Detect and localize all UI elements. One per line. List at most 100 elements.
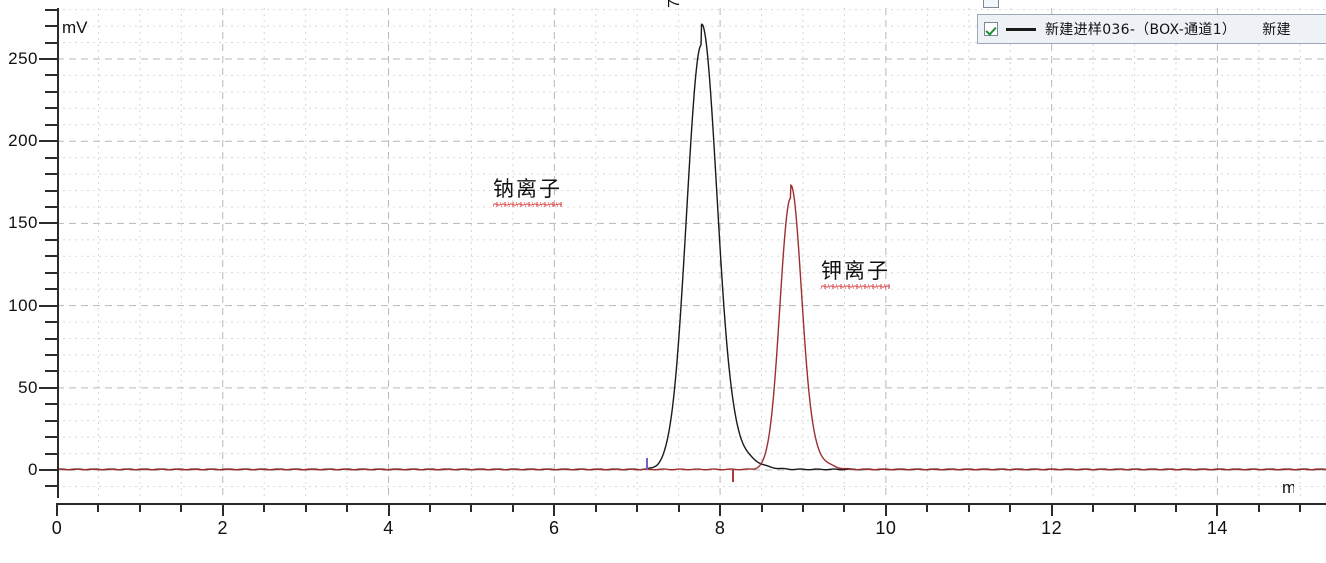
x-tick-major (1216, 503, 1219, 516)
y-tick-major (39, 469, 57, 472)
x-tick-label: 4 (383, 518, 394, 538)
x-tick-minor (470, 503, 473, 512)
trace-1 (57, 185, 1326, 470)
spellcheck-underline (493, 202, 562, 207)
y-tick-minor (45, 107, 57, 110)
x-tick-minor (801, 503, 804, 512)
y-tick-label: 0 (28, 460, 38, 480)
x-tick-major (719, 503, 722, 516)
x-tick-label: 2 (217, 518, 229, 538)
y-tick-label: 150 (8, 213, 38, 233)
legend-checkbox-above[interactable] (983, 0, 999, 8)
x-tick-minor (428, 503, 431, 512)
y-tick-label: 50 (18, 377, 38, 397)
y-tick-minor (45, 271, 57, 274)
x-tick-minor (511, 503, 514, 512)
legend-label-second: 新建 (1262, 22, 1291, 38)
spellcheck-underline (821, 284, 890, 289)
x-tick-minor (304, 503, 307, 512)
y-tick-minor (45, 205, 57, 208)
x-tick-label: 14 (1206, 518, 1228, 538)
y-tick-minor (45, 123, 57, 126)
x-tick-major (1050, 503, 1053, 516)
x-tick-minor (263, 503, 266, 512)
y-tick-major (39, 304, 57, 307)
x-tick-major (553, 503, 556, 516)
legend-color-swatch (1006, 27, 1036, 31)
y-tick-minor (45, 90, 57, 93)
y-axis-line (57, 8, 59, 498)
x-tick-minor (1133, 503, 1136, 512)
x-tick-minor (677, 503, 680, 512)
y-tick-minor (45, 74, 57, 77)
x-tick-label: 8 (714, 518, 726, 538)
x-tick-minor (138, 503, 141, 512)
y-tick-minor (45, 419, 57, 422)
legend-panel[interactable]: 新建进样036-（BOX-通道1） 新建 (977, 14, 1326, 44)
x-tick-minor (1299, 503, 1302, 512)
peak-retention-time-label: 7.775 (666, 0, 684, 8)
legend-label-channel1: 新建进样036-（BOX-通道1） (1045, 22, 1237, 38)
y-tick-minor (45, 156, 57, 159)
legend-entry-channel1[interactable]: 新建进样036-（BOX-通道1） (984, 19, 1236, 39)
y-tick-label: 250 (8, 48, 38, 68)
x-tick-minor (1174, 503, 1177, 512)
y-tick-label: 100 (8, 295, 38, 315)
x-tick-minor (1009, 503, 1012, 512)
x-axis-line (57, 503, 1326, 505)
x-axis-unit-label: m (1282, 478, 1294, 497)
y-tick-major (39, 57, 57, 60)
legend-checkbox-icon[interactable] (984, 22, 998, 36)
y-tick-minor (45, 255, 57, 258)
x-tick-major (56, 503, 58, 516)
x-tick-minor (97, 503, 100, 512)
chromatogram-traces (57, 8, 1326, 498)
x-tick-minor (636, 503, 639, 512)
y-tick-minor (45, 288, 57, 291)
annotation-potassium-text: 钾离子 (821, 259, 890, 283)
x-tick-minor (760, 503, 763, 512)
y-tick-minor (45, 8, 57, 11)
x-tick-minor (1257, 503, 1260, 512)
annotation-potassium[interactable]: 钾离子 (821, 255, 890, 289)
y-tick-minor (45, 337, 57, 340)
y-tick-minor (45, 370, 57, 373)
x-tick-minor (594, 503, 597, 512)
y-tick-minor (45, 25, 57, 28)
y-tick-minor (45, 485, 57, 488)
x-tick-minor (1092, 503, 1095, 512)
x-tick-label: 0 (51, 518, 63, 538)
y-tick-minor (45, 321, 57, 324)
x-tick-major (221, 503, 224, 516)
x-tick-minor (926, 503, 929, 512)
trace-0 (57, 24, 1326, 469)
x-tick-minor (843, 503, 846, 512)
y-tick-major (39, 386, 57, 389)
x-tick-label: 6 (549, 518, 560, 538)
x-tick-minor (967, 503, 970, 512)
legend-entry-second[interactable]: 新建 (1262, 19, 1291, 39)
plot-area[interactable] (57, 8, 1326, 498)
y-tick-minor (45, 452, 57, 455)
y-tick-major (39, 222, 57, 225)
x-tick-minor (180, 503, 183, 512)
x-tick-label: 10 (875, 518, 897, 538)
annotation-sodium-text: 钠离子 (493, 177, 562, 201)
y-tick-minor (45, 173, 57, 176)
y-tick-minor (45, 403, 57, 406)
y-tick-minor (45, 238, 57, 241)
y-tick-minor (45, 436, 57, 439)
annotation-sodium[interactable]: 钠离子 (493, 173, 562, 207)
x-tick-major (387, 503, 390, 516)
y-tick-label: 200 (8, 131, 38, 151)
y-axis-unit-label: mV (62, 18, 88, 37)
y-tick-minor (45, 189, 57, 192)
x-tick-label: 12 (1041, 518, 1063, 538)
x-tick-major (884, 503, 887, 516)
integration-marker[interactable] (732, 470, 735, 483)
y-tick-minor (45, 353, 57, 356)
x-tick-minor (346, 503, 349, 512)
y-tick-major (39, 140, 57, 143)
integration-marker[interactable] (646, 458, 649, 471)
